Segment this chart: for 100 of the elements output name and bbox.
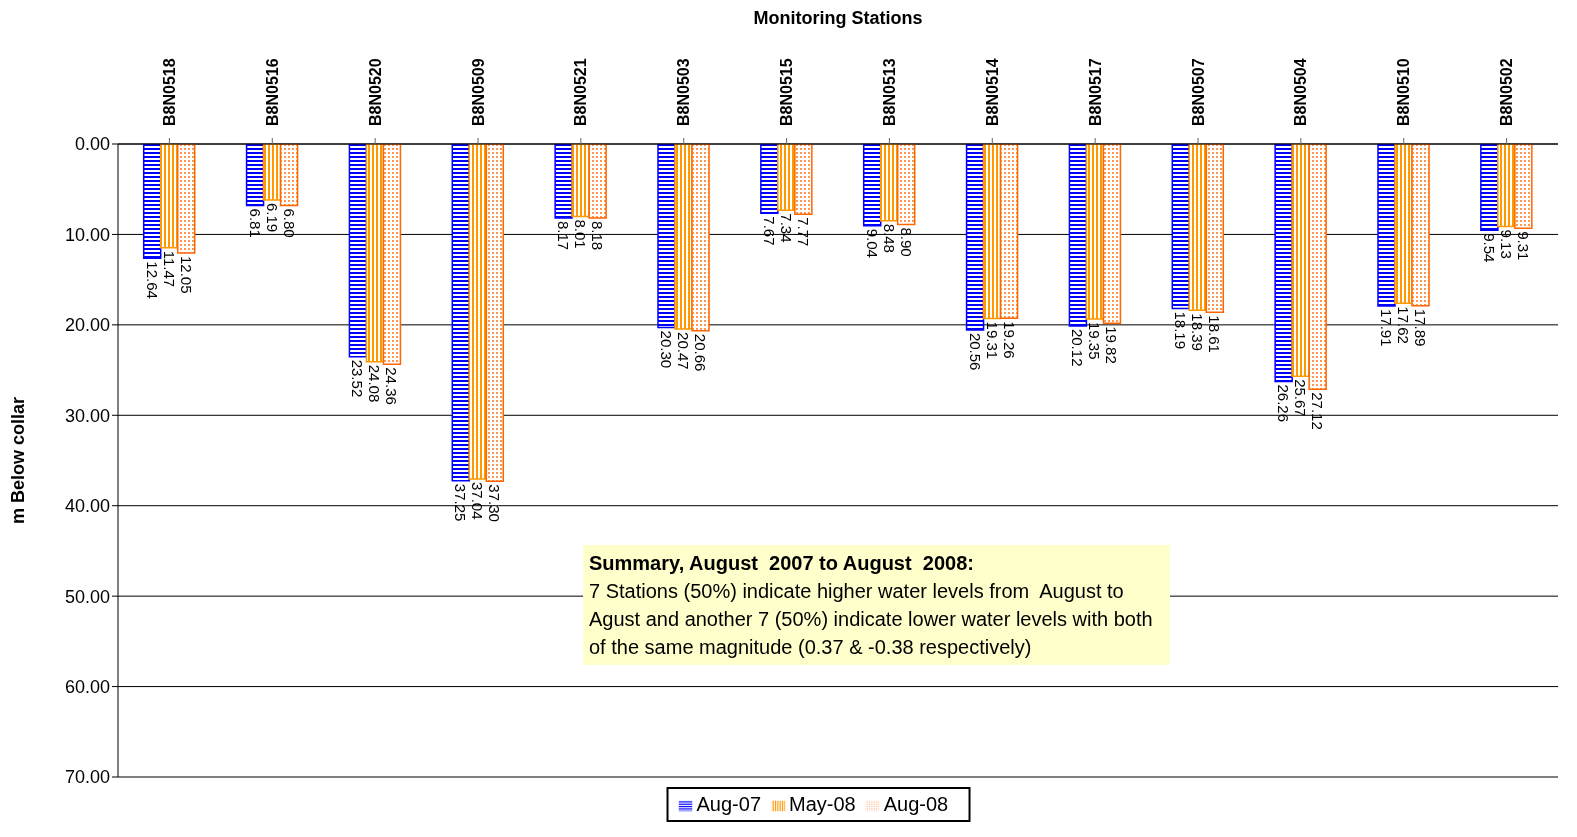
y-tick-label: 10.00 <box>64 224 110 245</box>
bar <box>365 144 385 363</box>
bar <box>691 144 710 332</box>
bar <box>279 144 299 207</box>
bar <box>1497 144 1516 228</box>
data-label: 6.81 <box>246 208 264 238</box>
bar <box>1480 144 1499 232</box>
bar <box>896 144 916 226</box>
y-tick-label: 70.00 <box>64 767 110 788</box>
data-label: 25.67 <box>1292 379 1310 417</box>
x-tick-label: B8N0513 <box>880 58 898 126</box>
bar <box>999 144 1019 319</box>
summary-note: Summary, August 2007 to August 2008: 7 Stations (50%) indicate higher water levels from August to Agust and another 7 (50%) indicate lower water levels with both of the same magnitude (0.37 & -0.38 respectively) <box>583 545 1170 665</box>
data-label: 18.61 <box>1206 315 1224 353</box>
data-label: 11.47 <box>160 250 178 288</box>
y-axis-title: m Below collar <box>8 396 29 525</box>
x-tick-label: B8N0518 <box>160 58 178 126</box>
data-label: 19.35 <box>1086 321 1104 360</box>
x-tick-label: B8N0516 <box>263 58 281 126</box>
bar <box>159 144 179 249</box>
data-label: 17.89 <box>1412 308 1429 347</box>
data-label: 8.90 <box>897 227 915 257</box>
y-tick-label: 60.00 <box>64 676 110 697</box>
data-label: 6.19 <box>263 202 281 233</box>
bar <box>1171 144 1191 310</box>
bar <box>142 144 162 260</box>
data-label: 24.08 <box>366 364 384 403</box>
data-label: 24.36 <box>383 367 401 405</box>
annotation: Summary, August 2007 to August 2008: <box>589 551 975 576</box>
bar <box>1085 144 1105 320</box>
bar <box>982 144 1002 320</box>
data-label: 37.04 <box>469 481 487 520</box>
bar <box>588 144 607 219</box>
legend-label: Aug-08 <box>883 793 949 815</box>
data-label: 26.26 <box>1275 384 1293 423</box>
data-label: 18.19 <box>1172 311 1190 350</box>
bar <box>794 144 813 216</box>
bar <box>554 144 573 219</box>
data-label: 19.31 <box>983 321 1001 360</box>
bar <box>879 144 899 222</box>
x-tick-label: B8N0504 <box>1292 58 1310 126</box>
data-label: 23.52 <box>349 359 367 398</box>
data-label: 37.25 <box>452 483 470 522</box>
bar <box>1291 144 1310 377</box>
x-tick-label: B8N0510 <box>1395 58 1413 126</box>
bar <box>674 144 693 330</box>
bar <box>1308 144 1327 390</box>
x-tick-label: B8N0509 <box>469 58 487 126</box>
x-tick-label: B8N0520 <box>366 58 384 126</box>
bar <box>348 144 368 358</box>
bar <box>1188 144 1208 312</box>
data-label: 20.47 <box>675 332 692 370</box>
bar <box>1102 144 1122 324</box>
bar <box>176 144 196 254</box>
data-label: 8.18 <box>589 220 607 251</box>
bar <box>760 144 779 215</box>
data-label: 9.54 <box>1480 233 1498 263</box>
y-tick-label: 50.00 <box>64 586 110 607</box>
bar <box>1377 144 1396 307</box>
data-label: 7.34 <box>777 213 795 243</box>
data-label: 20.56 <box>966 332 984 371</box>
data-label: 19.82 <box>1103 326 1121 364</box>
data-label: 9.13 <box>1497 229 1515 259</box>
data-label: 8.48 <box>880 223 898 253</box>
bar <box>245 144 265 207</box>
bar <box>1394 144 1413 305</box>
data-label: 7.77 <box>794 217 812 247</box>
data-label: 17.91 <box>1378 308 1395 347</box>
bar <box>1205 144 1225 314</box>
data-label: 8.01 <box>572 219 590 249</box>
data-label: 19.26 <box>1000 321 1018 359</box>
y-tick-label: 30.00 <box>64 405 110 426</box>
bar <box>451 144 471 482</box>
x-axis-title: Monitoring Stations <box>752 8 924 30</box>
data-label: 9.04 <box>863 228 881 258</box>
data-label: 8.17 <box>555 220 573 251</box>
bar <box>485 144 505 483</box>
bar <box>657 144 676 329</box>
data-label: 27.12 <box>1309 392 1327 430</box>
bar <box>571 144 590 218</box>
bar <box>1411 144 1430 307</box>
data-label: 12.64 <box>143 261 161 299</box>
x-tick-label: B8N0502 <box>1498 58 1516 126</box>
y-tick-label: 20.00 <box>64 315 110 336</box>
y-tick-label: 40.00 <box>64 496 110 517</box>
bar <box>862 144 882 227</box>
x-tick-label: B8N0521 <box>572 58 590 126</box>
data-label: 20.30 <box>658 330 675 369</box>
legend-label: Aug-07 <box>696 793 762 815</box>
annotation: 7 Stations (50%) indicate higher water levels from August to Agust and another 7 (50%) indicate lower water levels with both of the same magnitude (0.37 & -0.38 respectively) <box>589 579 1154 660</box>
legend-label: May-08 <box>789 793 856 815</box>
data-label: 7.67 <box>760 216 778 246</box>
bar <box>777 144 796 212</box>
x-tick-label: B8N0517 <box>1086 58 1104 126</box>
bar <box>382 144 402 366</box>
bar <box>468 144 488 480</box>
data-label: 20.66 <box>692 333 709 372</box>
x-tick-label: B8N0515 <box>778 58 796 126</box>
x-tick-label: B8N0503 <box>675 58 693 126</box>
bar <box>1068 144 1088 327</box>
